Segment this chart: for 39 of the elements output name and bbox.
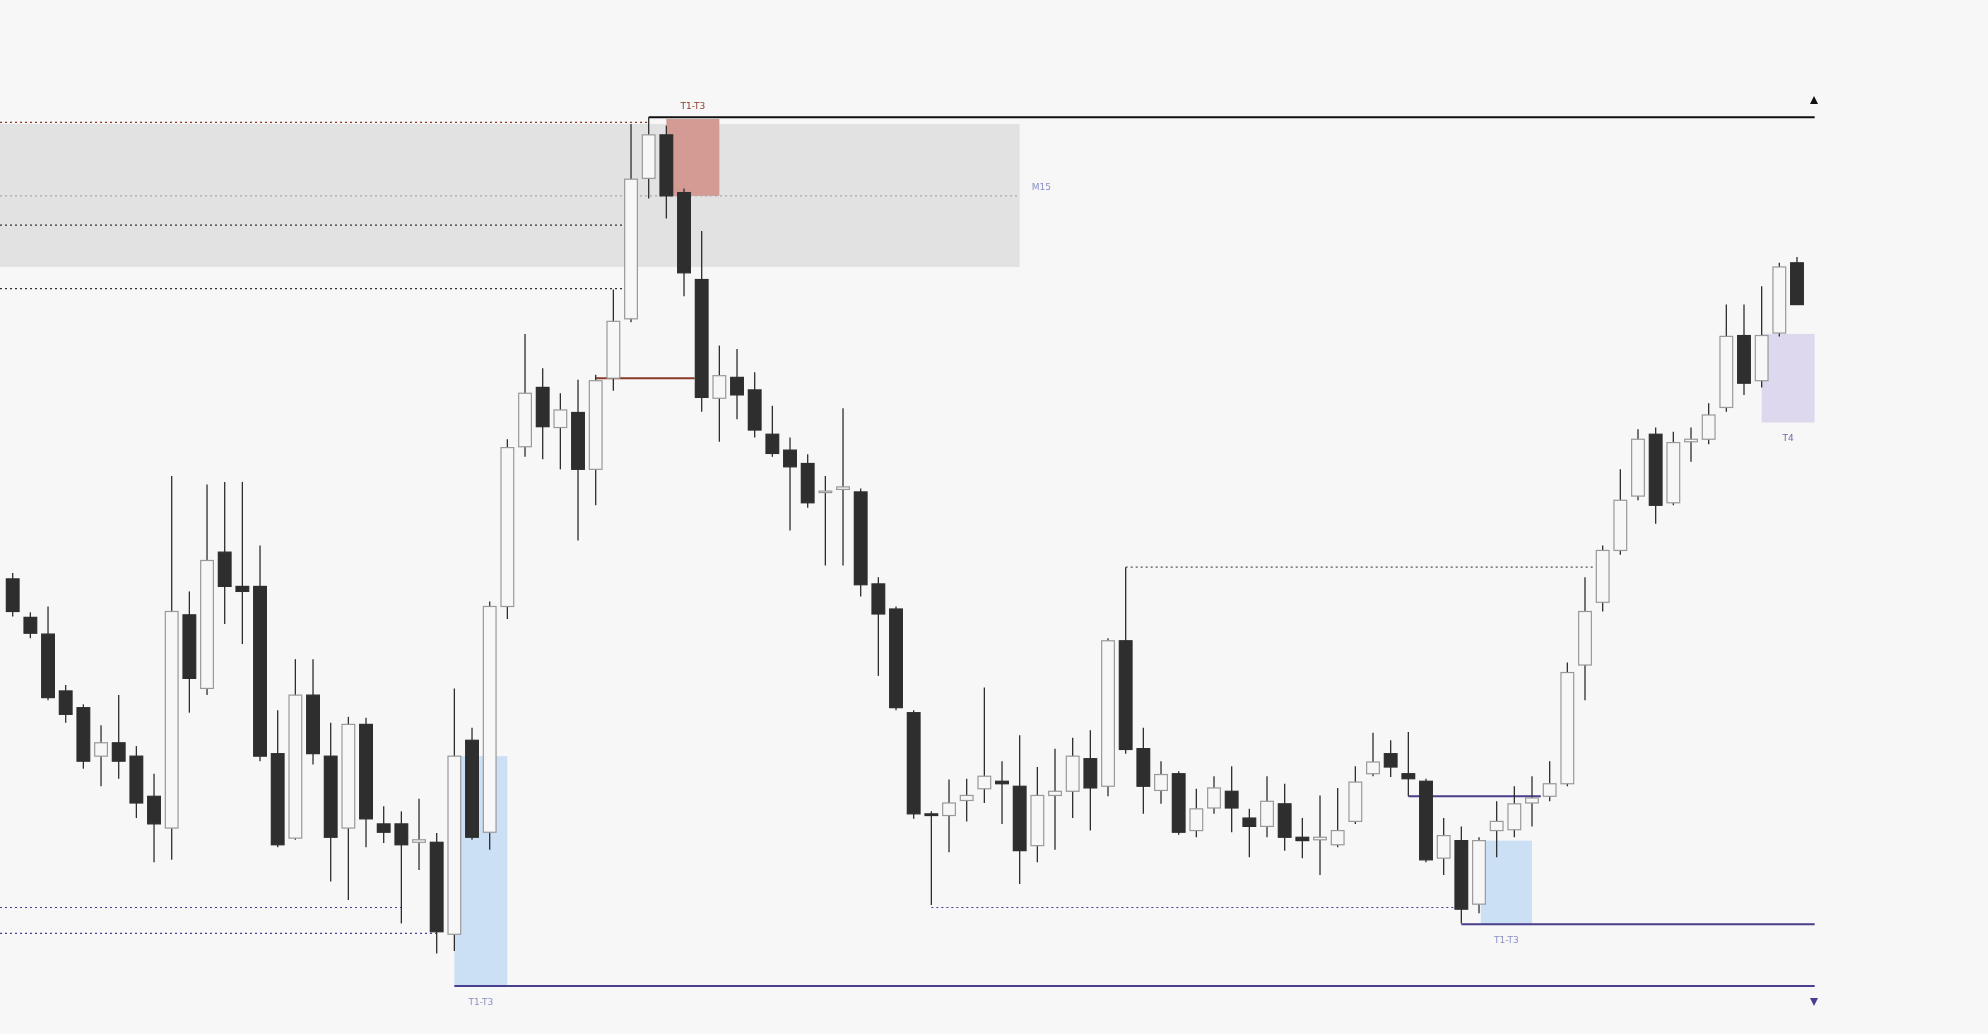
candlestick bbox=[1330, 787, 1345, 848]
candlestick bbox=[783, 436, 797, 532]
candlestick bbox=[959, 778, 974, 823]
candlestick bbox=[23, 611, 38, 639]
candlestick bbox=[977, 686, 992, 804]
candlestick bbox=[730, 348, 744, 420]
candlestick bbox=[1489, 800, 1504, 858]
candlestick bbox=[1366, 732, 1380, 777]
candlestick bbox=[1436, 817, 1451, 876]
text: T1-T3 bbox=[467, 996, 494, 1007]
annotation: T1-T3 bbox=[1492, 934, 1519, 945]
text: T1-T3 bbox=[679, 101, 706, 112]
candlestick bbox=[712, 344, 727, 443]
candlestick bbox=[818, 475, 833, 567]
candlestick bbox=[924, 810, 939, 906]
candlestick bbox=[1242, 808, 1257, 858]
candlestick bbox=[58, 684, 73, 724]
candlestick bbox=[1154, 760, 1168, 805]
candlestick bbox=[94, 724, 108, 787]
candlestick bbox=[1542, 760, 1557, 802]
candlestick bbox=[836, 407, 850, 567]
candlestick bbox=[553, 392, 568, 470]
candlestick bbox=[111, 694, 126, 780]
candlestick bbox=[1048, 747, 1062, 851]
candlestick bbox=[394, 810, 409, 925]
band-label: M15 bbox=[1031, 181, 1051, 192]
candlestick bbox=[412, 798, 426, 871]
candlestick bbox=[1295, 817, 1310, 859]
candlestick bbox=[376, 805, 391, 844]
candlestick bbox=[942, 778, 956, 853]
annotation: T4 bbox=[1781, 433, 1795, 444]
candlestick bbox=[1525, 775, 1539, 828]
candlestick bbox=[1189, 788, 1204, 838]
candlestick bbox=[765, 405, 780, 458]
candlestick bbox=[1401, 731, 1416, 797]
candlestick bbox=[1383, 739, 1398, 778]
candlestick bbox=[1224, 765, 1239, 833]
candlestick bbox=[1207, 775, 1221, 815]
candlestick bbox=[235, 481, 250, 645]
